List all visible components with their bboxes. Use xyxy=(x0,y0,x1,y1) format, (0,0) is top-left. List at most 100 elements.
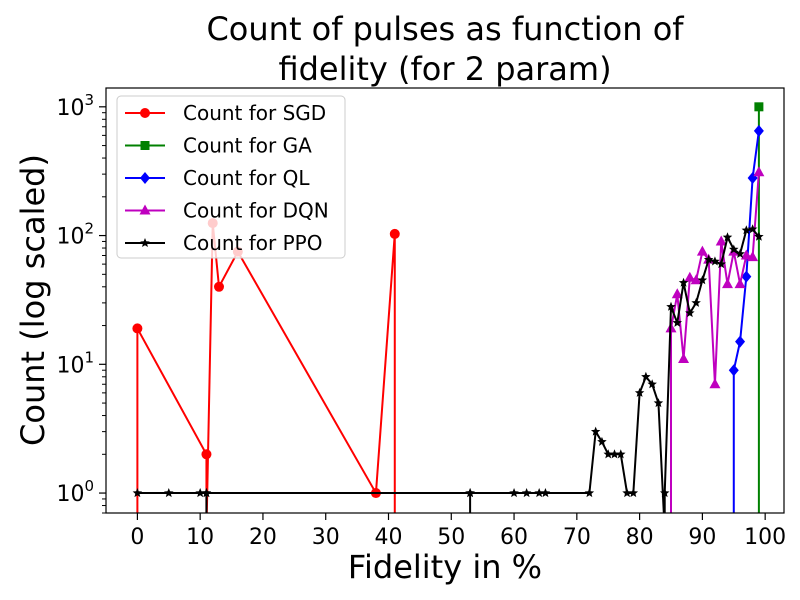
data-point xyxy=(597,436,607,446)
data-point xyxy=(195,488,205,498)
data-point xyxy=(697,275,708,285)
data-point xyxy=(653,398,664,408)
data-point xyxy=(647,379,657,389)
x-tick-label: 90 xyxy=(688,525,716,550)
data-point xyxy=(740,249,752,260)
x-tick-label: 60 xyxy=(500,525,528,550)
legend-marker xyxy=(140,238,150,248)
x-tick-label: 10 xyxy=(186,525,214,550)
data-point xyxy=(734,278,746,289)
data-point xyxy=(685,308,695,318)
legend-label: Count for QL xyxy=(183,166,310,190)
data-point xyxy=(465,488,475,498)
data-point xyxy=(747,224,758,234)
series-line xyxy=(732,130,760,513)
legend: Count for SGD Count for GA Count for QL Cou… xyxy=(116,95,346,259)
data-point xyxy=(747,251,759,262)
data-point xyxy=(741,225,752,235)
y-tick-label: 102 xyxy=(56,220,94,250)
legend-item: Count for SGD xyxy=(125,101,326,125)
data-point xyxy=(214,281,224,292)
data-point xyxy=(741,270,752,283)
x-tick-label: 40 xyxy=(375,525,403,550)
data-point xyxy=(753,124,764,137)
legend-label: Count for PPO xyxy=(183,231,322,255)
data-point xyxy=(509,488,519,498)
data-point xyxy=(715,235,727,246)
data-point xyxy=(684,271,696,282)
series-0 xyxy=(132,218,400,513)
data-point xyxy=(729,526,739,538)
data-point xyxy=(534,488,544,498)
data-point xyxy=(641,371,651,381)
legend-label: Count for SGD xyxy=(183,101,326,125)
data-point xyxy=(164,488,174,498)
x-axis-label: Fidelity in % xyxy=(348,548,542,586)
data-point xyxy=(753,166,765,177)
plot-frame xyxy=(105,87,785,514)
data-point xyxy=(729,244,739,254)
series-line xyxy=(137,228,760,513)
data-point xyxy=(728,364,739,377)
data-point xyxy=(634,387,645,397)
data-point xyxy=(659,488,670,498)
data-point xyxy=(201,488,212,498)
data-point xyxy=(710,256,720,266)
data-point xyxy=(603,449,613,459)
series-2 xyxy=(728,124,764,538)
ticks-layer: 0 10 20 30 40 50 60 70 80 90 100 100 101 102 103 xyxy=(56,91,786,550)
legend-marker xyxy=(140,108,150,118)
x-tick-label: 70 xyxy=(563,525,591,550)
y-tick-label: 103 xyxy=(56,91,94,121)
legend-label: Count for DQN xyxy=(183,199,329,223)
data-point xyxy=(735,335,746,348)
legend-item: Count for PPO xyxy=(125,231,322,255)
y-tick-label: 101 xyxy=(56,348,94,378)
legend-box xyxy=(116,95,346,259)
data-point xyxy=(132,323,143,334)
data-point xyxy=(716,259,726,269)
y-axis-label: Count (log scaled) xyxy=(14,154,52,446)
data-point xyxy=(521,488,532,498)
data-point xyxy=(616,449,626,459)
legend-item: Count for DQN xyxy=(125,199,329,223)
legend-marker xyxy=(139,204,151,215)
data-point xyxy=(696,245,708,256)
series-3 xyxy=(665,166,765,513)
data-point xyxy=(609,449,620,459)
legend-label: Count for GA xyxy=(183,134,312,158)
series-4 xyxy=(132,224,764,536)
data-point xyxy=(201,449,212,460)
data-point xyxy=(703,254,714,264)
data-point xyxy=(666,301,676,311)
data-point xyxy=(754,231,764,241)
x-tick-label: 50 xyxy=(437,525,465,550)
data-point xyxy=(709,378,721,389)
x-tick-label: 0 xyxy=(130,525,144,550)
series-line xyxy=(670,172,760,513)
data-point xyxy=(132,488,143,498)
chart-title-line-2: fidelity (for 2 param) xyxy=(278,50,611,88)
data-point xyxy=(754,102,764,112)
data-point xyxy=(735,248,745,258)
data-point xyxy=(671,288,683,299)
legend-item: Count for GA xyxy=(125,134,312,158)
data-point xyxy=(540,488,551,498)
data-point xyxy=(389,228,400,239)
chart-title-line-1: Count of pulses as function of xyxy=(206,10,684,48)
legend-marker xyxy=(140,172,150,184)
legend-marker xyxy=(140,141,150,150)
data-point xyxy=(622,488,632,498)
data-point xyxy=(722,232,733,242)
x-tick-label: 80 xyxy=(626,525,654,550)
data-point xyxy=(691,297,701,307)
x-tick-label: 30 xyxy=(312,525,340,550)
x-tick-label: 100 xyxy=(744,525,786,550)
y-tick-label: 100 xyxy=(56,477,94,507)
data-point xyxy=(584,488,595,498)
data-point xyxy=(660,527,670,536)
data-point xyxy=(690,274,702,285)
data-point xyxy=(465,527,475,536)
data-point xyxy=(678,352,690,363)
